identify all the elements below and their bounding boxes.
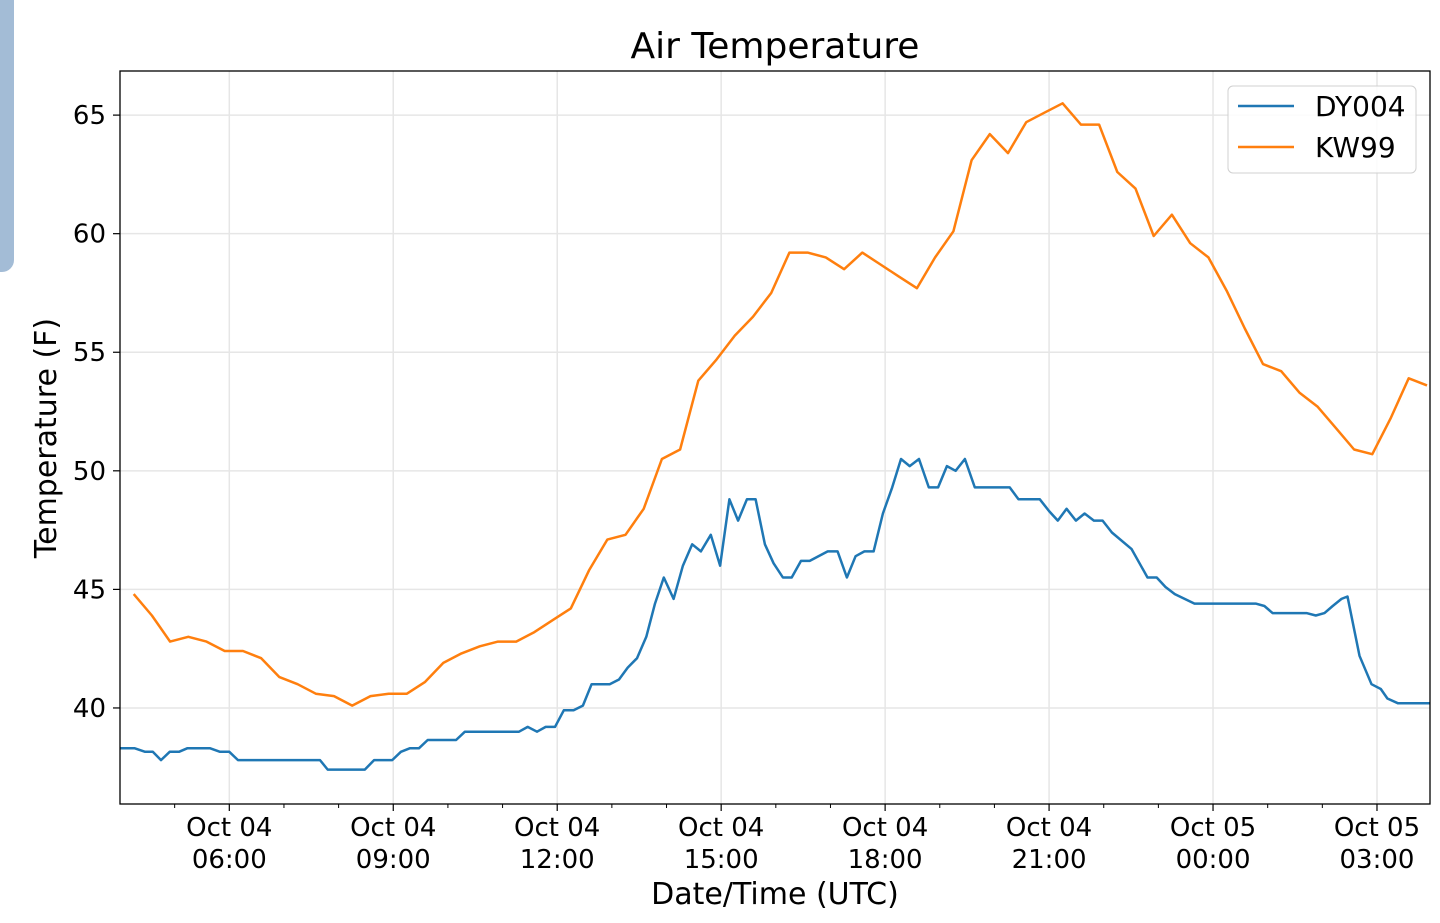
x-tick-label: Oct 04 — [1006, 813, 1092, 843]
x-tick-label: 06:00 — [192, 845, 267, 875]
x-tick-label: 18:00 — [848, 845, 923, 875]
plot-frame — [119, 70, 1431, 805]
y-tick-label: 65 — [73, 101, 106, 131]
y-tick-label: 45 — [73, 575, 106, 605]
x-tick-label: 21:00 — [1012, 845, 1087, 875]
legend-box — [1227, 85, 1417, 174]
x-tick-label: Oct 04 — [514, 813, 600, 843]
legend-label-dy004: DY004 — [1315, 90, 1406, 123]
y-tick-label: 60 — [73, 220, 106, 250]
series-line-dy004 — [120, 457, 1430, 771]
series-line-kw99 — [132, 102, 1428, 707]
grid-lines — [120, 71, 1430, 804]
y-tick-label: 40 — [73, 694, 106, 724]
x-tick-label: Oct 04 — [842, 813, 928, 843]
series-lines — [120, 102, 1430, 771]
x-tick-label: Oct 05 — [1334, 813, 1420, 843]
x-tick-label: 12:00 — [520, 845, 595, 875]
side-panel-tab[interactable] — [0, 0, 14, 272]
x-tick-label: 09:00 — [356, 845, 431, 875]
x-tick-label: 03:00 — [1340, 845, 1415, 875]
legend: DY004 KW99 — [1227, 85, 1417, 174]
x-tick-label: 15:00 — [684, 845, 759, 875]
x-axis-label: Date/Time (UTC) — [651, 877, 899, 912]
legend-label-kw99: KW99 — [1315, 131, 1396, 164]
x-tick-label: Oct 05 — [1170, 813, 1256, 843]
x-tick-label: 00:00 — [1176, 845, 1251, 875]
x-tick-label: Oct 04 — [186, 813, 272, 843]
y-tick-label: 50 — [73, 457, 106, 487]
chart-title: Air Temperature — [631, 26, 920, 67]
y-tick-label: 55 — [73, 338, 106, 368]
x-tick-label: Oct 04 — [678, 813, 764, 843]
y-axis-label: Temperature (F) — [29, 318, 64, 559]
x-tick-label: Oct 04 — [350, 813, 436, 843]
